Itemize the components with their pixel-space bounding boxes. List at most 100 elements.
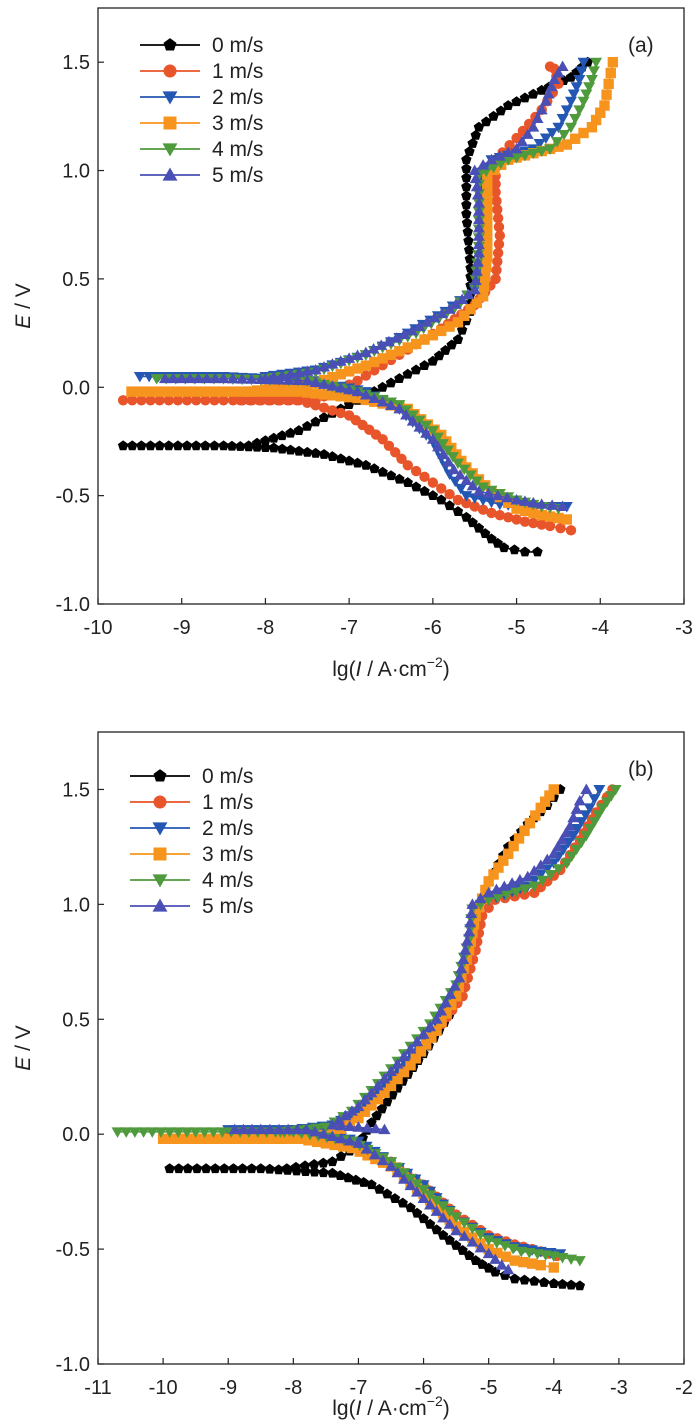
data-point [359,346,372,358]
data-point [515,1246,528,1258]
data-point [450,1212,463,1223]
data-point [474,1241,487,1253]
data-point [553,141,564,152]
data-point [302,387,313,398]
data-point [558,129,570,141]
data-point [490,187,501,198]
legend-label: 3 m/s [212,112,263,135]
data-point [539,796,551,807]
legend-marker [163,116,177,130]
data-point [599,100,610,111]
data-point [377,434,388,445]
data-point [235,441,246,451]
legend-marker [152,874,168,888]
data-point [428,311,441,323]
data-point [601,89,612,100]
data-point [420,1039,432,1050]
data-point [413,320,426,332]
data-point [359,1106,371,1117]
data-point [492,256,503,267]
data-point [406,415,419,426]
data-point [444,1234,455,1245]
data-point [461,935,474,946]
data-point [498,880,511,891]
data-point [176,1133,187,1144]
data-point [163,440,174,451]
data-point [379,1087,390,1099]
panel-label: (b) [628,758,654,781]
data-point [446,452,459,463]
data-point [501,491,514,503]
data-point [369,365,380,376]
data-point [260,435,271,446]
data-point [455,962,468,974]
data-point [133,371,146,383]
data-point [150,374,163,385]
data-point [463,244,475,255]
data-point [588,794,601,805]
data-point [430,1013,443,1024]
data-point [410,338,422,350]
data-point [521,870,534,882]
data-point [343,352,356,363]
data-point [508,840,519,852]
data-point [411,1179,424,1190]
data-point [290,1161,302,1172]
legend: 0 m/s 1 m/s 2 m/s 3 m/s 4 m/s 5 m/s [130,765,253,918]
data-point [511,503,522,514]
data-point [518,1256,529,1268]
data-point [219,1163,230,1174]
data-point [317,1128,330,1139]
x-axis-title-pre: lg( [332,658,355,681]
data-point [595,107,606,118]
data-point [312,1136,323,1148]
data-point [575,837,588,849]
data-point [518,495,531,506]
data-point [263,395,274,406]
y-tick-label: 0.5 [62,269,90,291]
data-point [192,372,205,384]
data-point [461,181,472,192]
data-point [567,811,580,823]
data-point [301,1131,312,1142]
data-point [493,499,506,511]
data-point [218,386,229,397]
data-point [199,386,211,397]
data-point [575,66,588,77]
data-point [531,1249,544,1260]
data-point [482,189,493,200]
data-point [172,1127,185,1138]
data-point [327,1167,338,1178]
data-point [541,853,554,865]
x-axis-title-symbol: I [356,658,362,681]
series-3-m-s [126,56,619,525]
data-point [482,886,495,898]
data-point [464,470,477,482]
data-point [565,122,577,134]
data-point [590,57,603,69]
data-point [592,810,605,821]
data-point [457,1245,468,1255]
x-tick-label: -8 [257,617,275,639]
data-point [154,1127,167,1138]
data-point [284,386,295,397]
data-point [398,1173,411,1184]
data-point [548,784,559,795]
data-point [200,440,211,451]
data-point [471,256,484,267]
data-point [577,57,590,69]
data-point [463,945,475,956]
data-point [491,892,504,903]
data-point [502,146,515,157]
data-point [227,386,239,397]
data-point [190,440,202,451]
data-point [164,1163,175,1174]
data-point [293,386,305,397]
anodic-branch-line [286,788,561,1170]
data-point [436,439,449,450]
data-point [258,1133,270,1144]
data-point [509,544,520,555]
data-point [420,427,433,438]
data-point [275,1133,286,1144]
data-point [462,226,473,237]
